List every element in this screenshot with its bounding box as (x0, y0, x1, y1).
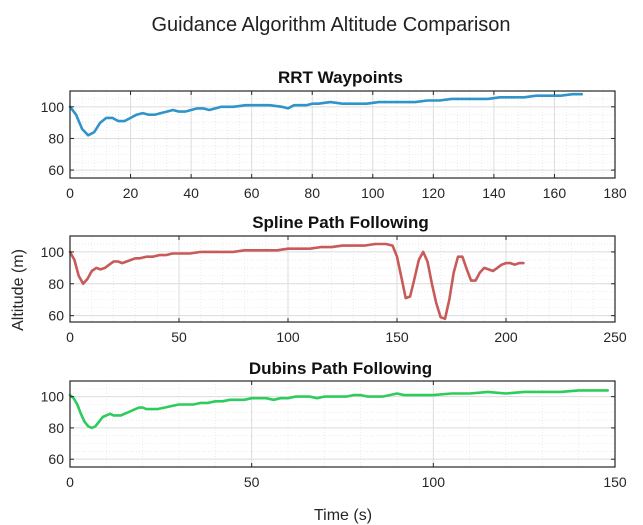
y-tick-label: 100 (41, 99, 65, 115)
x-tick-label: 50 (244, 474, 260, 490)
x-tick-label: 100 (361, 185, 385, 201)
x-tick-label: 0 (66, 329, 74, 345)
rrt-altitude-line (68, 92, 583, 137)
x-tick-label: 200 (494, 329, 518, 345)
dubins-altitude-line (68, 389, 609, 430)
x-tick-label: 150 (603, 474, 627, 490)
x-tick-label: 160 (543, 185, 567, 201)
x-tick-label: 140 (482, 185, 506, 201)
x-tick-label: 150 (385, 329, 409, 345)
x-tick-label: 80 (304, 185, 320, 201)
axes-frame (69, 380, 616, 468)
axes-frame (69, 235, 616, 323)
x-axis-label: Time (s) (314, 507, 372, 524)
x-tick-label: 0 (66, 474, 74, 490)
figure-title: Guidance Algorithm Altitude Comparison (151, 14, 510, 36)
y-tick-label: 60 (48, 451, 64, 467)
subplot-dubins: 0 50 100 150 60 80 100 Dubins Path Following (41, 359, 627, 490)
y-axis-label: Altitude (m) (10, 249, 27, 331)
y-tick-label: 60 (48, 308, 64, 324)
y-tick-label: 80 (48, 130, 64, 146)
x-tick-label: 100 (422, 474, 446, 490)
subplot-spline: 0 50 100 150 200 250 60 80 100 Spline Path Follow… (41, 213, 627, 345)
subplot-title: RRT Waypoints (278, 68, 403, 87)
plot-area (70, 91, 615, 178)
spline-altitude-line (68, 242, 525, 321)
y-tick-label: 100 (41, 244, 65, 260)
y-tick-label: 60 (48, 162, 64, 178)
y-tick-label: 100 (41, 389, 65, 405)
x-tick-label: 20 (123, 185, 139, 201)
y-tick-label: 80 (48, 420, 64, 436)
subplot-rrt: 0 20 40 60 80 100 120 140 160 180 60 80 100 RRT Waypo… (41, 68, 627, 201)
subplot-title: Dubins Path Following (249, 359, 432, 378)
x-tick-label: 180 (603, 185, 627, 201)
x-tick-label: 250 (603, 329, 627, 345)
subplot-title: Spline Path Following (252, 213, 429, 232)
plot-area (70, 236, 615, 322)
x-tick-label: 50 (171, 329, 187, 345)
x-tick-label: 120 (422, 185, 446, 201)
x-tick-label: 100 (276, 329, 300, 345)
x-tick-label: 0 (66, 185, 74, 201)
axes-frame (69, 90, 616, 179)
x-tick-label: 40 (183, 185, 199, 201)
x-tick-label: 60 (244, 185, 260, 201)
y-tick-label: 80 (48, 276, 64, 292)
plot-area (70, 381, 615, 467)
